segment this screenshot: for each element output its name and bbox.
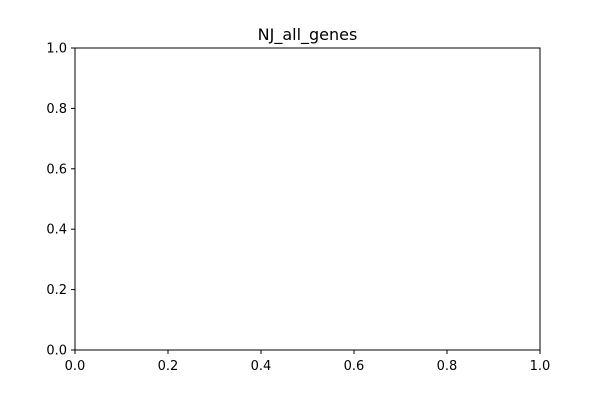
y-tick-label: 0.2 (46, 283, 67, 298)
x-tick-label: 0.6 (344, 359, 365, 374)
y-tick-label: 1.0 (46, 42, 67, 57)
chart-title: NJ_all_genes (258, 25, 358, 45)
y-tick-label: 0.0 (46, 344, 67, 359)
x-tick-label: 0.8 (437, 359, 458, 374)
y-tick-label: 0.8 (46, 102, 67, 117)
x-axis: 0.0 0.2 0.4 0.6 0.8 1.0 (65, 350, 551, 374)
x-tick-label: 1.0 (530, 359, 551, 374)
y-axis: 0.0 0.2 0.4 0.6 0.8 1.0 (46, 42, 75, 359)
plot-frame (74, 47, 541, 351)
x-tick-label: 0.2 (158, 359, 179, 374)
x-tick-label: 0.0 (65, 359, 86, 374)
x-tick-label: 0.4 (251, 359, 272, 374)
y-tick-label: 0.4 (46, 223, 67, 238)
plot-area (75, 48, 540, 350)
y-tick-label: 0.6 (46, 162, 67, 177)
